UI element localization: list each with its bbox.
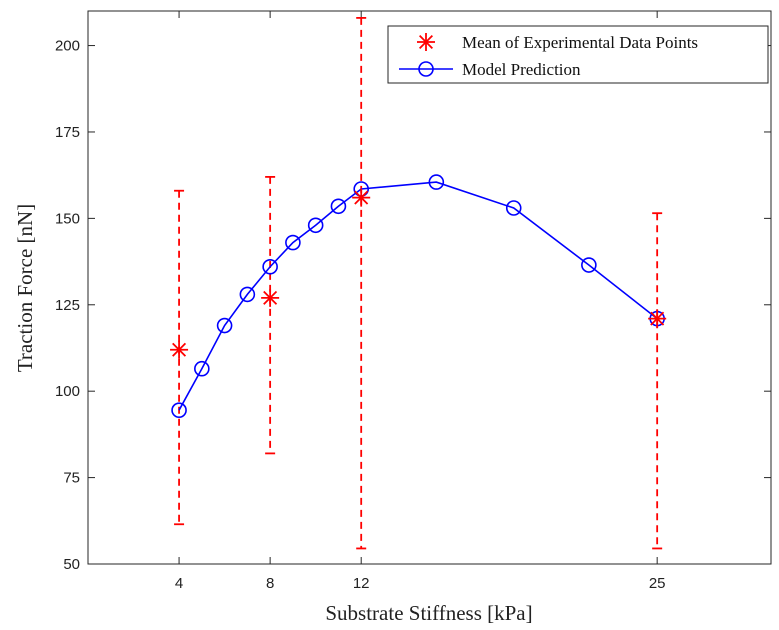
model-point — [307, 217, 324, 234]
y-axis-ticks: 50 75 100 125 150 175 200 — [55, 38, 771, 573]
legend-asterisk-icon — [417, 33, 435, 51]
x-tick-label: 4 — [175, 575, 183, 592]
y-tick-label: 50 — [63, 556, 80, 573]
legend-label-experimental: Mean of Experimental Data Points — [462, 33, 698, 52]
error-bars — [174, 17, 663, 550]
legend-box — [387, 25, 769, 84]
x-tick-label: 25 — [649, 575, 666, 592]
y-tick-label: 75 — [63, 470, 80, 487]
y-tick-label: 175 — [55, 124, 80, 141]
model-point — [581, 257, 597, 273]
y-tick-label: 125 — [55, 297, 80, 314]
model-point — [216, 317, 233, 334]
model-line — [178, 181, 658, 411]
model-point — [330, 198, 347, 215]
asterisk-stroke — [172, 342, 187, 357]
asterisk-stroke — [263, 290, 278, 305]
model-point — [262, 258, 278, 275]
legend-label-model: Model Prediction — [462, 60, 581, 79]
legend-circle-icon — [418, 61, 434, 77]
y-tick-label: 200 — [55, 38, 80, 55]
model-point — [239, 286, 256, 303]
x-axis-title: Substrate Stiffness [kPa] — [325, 601, 532, 625]
experimental-point — [352, 188, 371, 207]
x-tick-label: 12 — [353, 575, 370, 592]
model-point — [505, 200, 522, 216]
y-tick-label: 100 — [55, 383, 80, 400]
model-point — [428, 174, 445, 190]
legend: Mean of Experimental Data Points Model P… — [387, 25, 769, 84]
experimental-point — [648, 309, 667, 328]
experimental-point — [261, 288, 280, 307]
model-point — [285, 234, 301, 251]
y-tick-label: 150 — [55, 210, 80, 227]
model-series — [171, 174, 665, 418]
experimental-point — [170, 340, 189, 359]
experimental-series — [170, 188, 667, 359]
asterisk-stroke — [650, 311, 665, 326]
model-point — [171, 402, 187, 418]
legend-asterisk — [417, 33, 435, 51]
y-axis-title: Traction Force [nN] — [13, 204, 37, 372]
plot-area — [87, 10, 772, 565]
asterisk-stroke — [419, 35, 433, 49]
x-tick-label: 8 — [266, 575, 274, 592]
x-axis-ticks: 4 8 12 25 — [175, 11, 666, 592]
model-point — [194, 360, 210, 377]
asterisk-stroke — [354, 190, 369, 205]
